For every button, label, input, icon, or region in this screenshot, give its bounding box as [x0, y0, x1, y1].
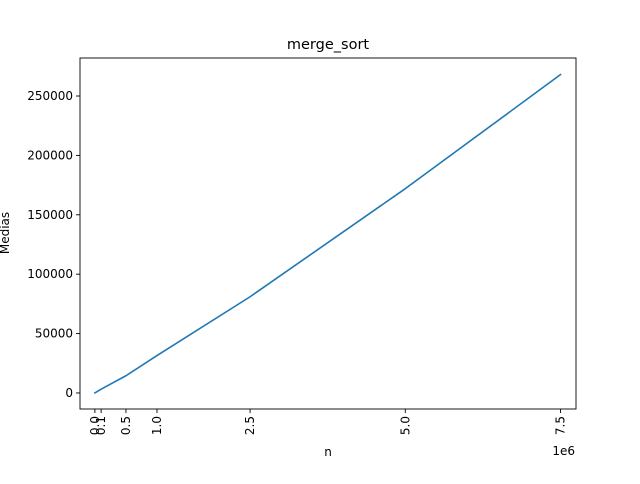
- axes-frame: [79, 57, 577, 410]
- y-tick-label: 100000: [27, 267, 73, 281]
- x-tick-label: 2.5: [243, 416, 257, 435]
- x-tick-label: 7.5: [553, 416, 567, 435]
- y-tick-label: 150000: [27, 208, 73, 222]
- x-tick-label: 5.0: [398, 416, 412, 435]
- y-tick-label: 0: [65, 386, 73, 400]
- x-tick-label: 0.0: [88, 416, 102, 435]
- x-tick-label: 0.1: [94, 416, 108, 435]
- y-tick-label: 50000: [35, 327, 73, 341]
- x-axis-label: n: [324, 445, 332, 459]
- x-tick-label: 1.0: [150, 416, 164, 435]
- y-tick-label: 200000: [27, 148, 73, 162]
- series-line-0: [93, 73, 562, 395]
- y-axis-label: Medias: [0, 212, 12, 254]
- x-axis-offset-label: 1e6: [552, 444, 575, 458]
- x-tick-label: 0.5: [119, 416, 133, 435]
- plot-area: 0.00.1 0.5 1.0 2.5 5.0 7.5 0 50000 100000 150000 2…: [27, 57, 577, 435]
- y-tick-label: 250000: [27, 89, 73, 103]
- chart-title: merge_sort: [287, 37, 370, 53]
